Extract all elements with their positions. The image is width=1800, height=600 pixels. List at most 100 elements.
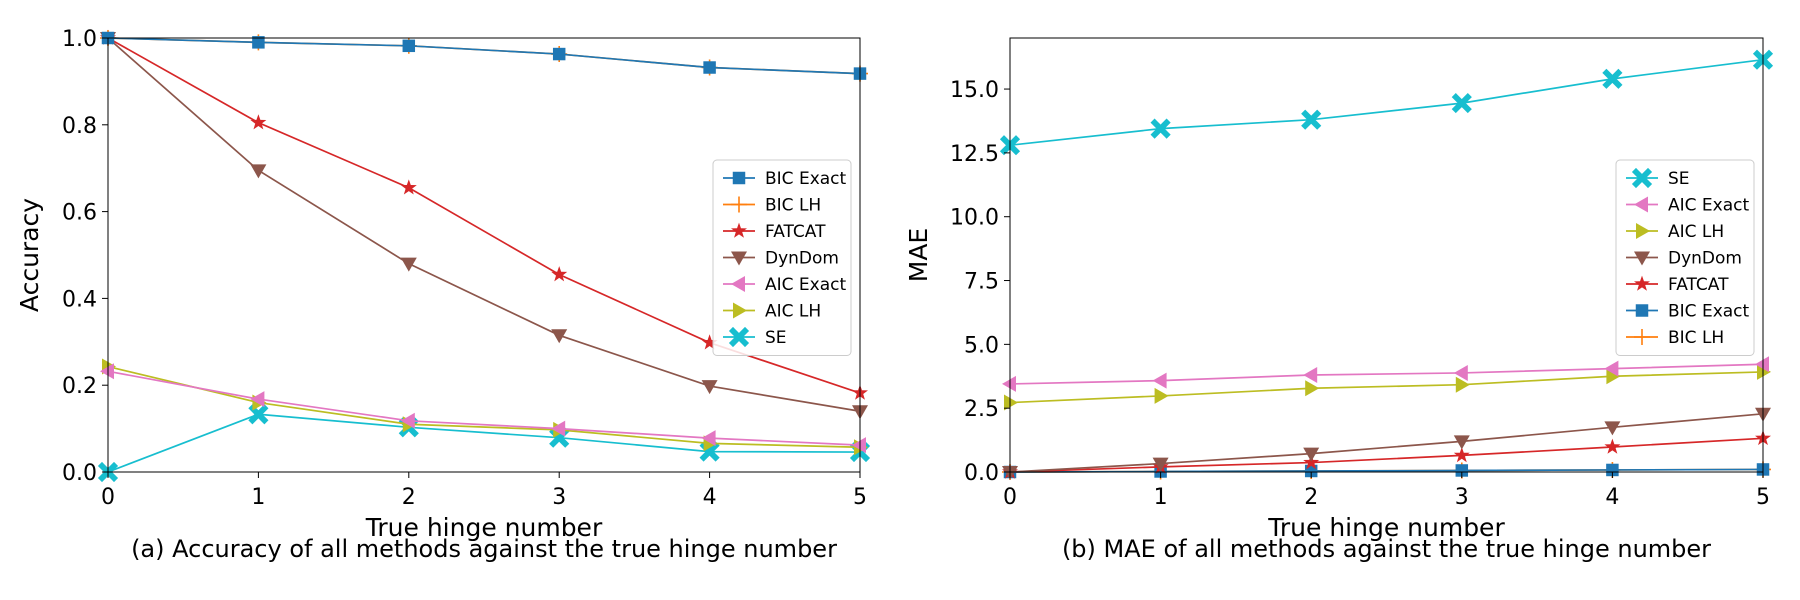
data-point-aic-exact <box>852 437 866 454</box>
legend-box <box>1615 159 1755 356</box>
y-tick-label: 15.0 <box>950 78 999 103</box>
legend-marker <box>1636 223 1650 239</box>
y-tick-label: 0.0 <box>62 461 97 486</box>
plot-area <box>999 49 1774 480</box>
series-line-bic-exact <box>107 37 861 75</box>
legend-label: DynDom <box>1668 249 1742 269</box>
data-point-se <box>1301 109 1322 130</box>
accuracy-chart: 0 1 2 3 4 5 0.0 0.2 0.4 0.6 0.8 1.0 True hinge numbe… <box>15 27 871 563</box>
series-line-dyndom <box>107 37 861 413</box>
data-point-aic-exact <box>1303 366 1318 383</box>
legend-label: FATCAT <box>765 222 826 242</box>
data-point-aic-exact <box>1755 356 1769 373</box>
data-point-aic-exact <box>1453 364 1468 381</box>
x-tick-label: 3 <box>552 485 566 510</box>
data-point-dyndom <box>400 257 417 272</box>
legend-entry-aic-lh: AIC LH <box>1626 222 1724 242</box>
y-tick-label: 5.0 <box>964 333 999 358</box>
series-line-fatcat <box>1009 437 1764 473</box>
legend-label: AIC Exact <box>765 275 846 295</box>
x-axis-label: True hinge number <box>1267 513 1505 542</box>
data-point-se <box>248 404 269 425</box>
legend-entry-bic-exact: BIC Exact <box>1626 302 1750 322</box>
chart-caption: (a) Accuracy of all methods against the … <box>131 535 837 563</box>
data-point-aic-exact <box>1152 372 1167 389</box>
data-point-bic-exact <box>552 47 566 61</box>
data-point-aic-exact <box>551 420 566 437</box>
series-line-aic-exact <box>107 370 861 446</box>
legend-entry-bic-exact: BIC Exact <box>723 169 847 189</box>
data-point-bic-exact <box>252 36 265 49</box>
y-axis-label: MAE <box>904 228 933 282</box>
legend-entry-fatcat: FATCAT <box>1626 275 1729 295</box>
data-point-bic-exact <box>1606 463 1619 477</box>
legend-marker <box>728 326 750 348</box>
legend-label: BIC LH <box>765 196 821 216</box>
legend-label: BIC Exact <box>1668 302 1750 322</box>
x-tick-label: 5 <box>853 485 867 510</box>
data-point-aic-lh <box>1606 368 1621 385</box>
data-point-aic-lh <box>1305 380 1320 397</box>
data-point-dyndom <box>1303 447 1320 462</box>
legend-label: FATCAT <box>1668 275 1729 295</box>
y-tick-label: 1.0 <box>62 27 97 52</box>
legend-entry-aic-exact: AIC Exact <box>1626 196 1749 216</box>
x-tick-label: 5 <box>1756 485 1770 510</box>
series-line-aic-lh <box>1009 371 1764 404</box>
legend-label: BIC Exact <box>765 169 847 189</box>
y-tick-label: 0.6 <box>62 201 97 226</box>
x-tick-label: 4 <box>703 485 717 510</box>
data-point-aic-exact <box>1002 375 1016 392</box>
y-axis-label: Accuracy <box>15 198 44 312</box>
data-point-bic-exact <box>1455 464 1469 477</box>
plot-frame <box>107 37 861 473</box>
data-point-aic-lh <box>1455 376 1470 393</box>
data-point-dyndom <box>701 380 718 395</box>
x-axis-label: True hinge number <box>365 513 603 542</box>
data-point-dyndom <box>551 329 568 344</box>
series-se <box>97 404 871 483</box>
data-point-fatcat <box>400 179 417 195</box>
y-tick-label: 2.5 <box>964 397 999 422</box>
legend: SE AIC Exact AIC LH DynDom FATCAT BIC Exact BI… <box>1615 159 1755 356</box>
data-point-dyndom <box>250 164 267 179</box>
data-point-dyndom <box>1152 457 1169 472</box>
data-point-aic-exact <box>1604 360 1619 377</box>
series-line-aic-lh <box>107 365 861 449</box>
data-point-fatcat <box>250 114 267 130</box>
data-point-fatcat <box>1604 438 1621 454</box>
data-point-dyndom <box>1453 435 1470 450</box>
legend-entry-aic-exact: AIC Exact <box>723 275 846 295</box>
data-point-aic-lh <box>1757 363 1771 380</box>
chart-caption: (b) MAE of all methods against the true … <box>1062 535 1711 563</box>
legend-entry-bic-lh: BIC LH <box>1626 328 1724 348</box>
legend-label: DynDom <box>765 249 839 269</box>
legend-marker <box>1634 196 1648 213</box>
legend: BIC Exact BIC LH FATCAT DynDom AIC Exact AIC … <box>712 159 852 356</box>
y-tick-label: 0.4 <box>62 287 97 312</box>
x-tick-label: 2 <box>1304 485 1318 510</box>
data-point-aic-exact <box>250 391 265 408</box>
series-aic-exact <box>1002 356 1769 392</box>
y-tick-label: 12.5 <box>950 142 999 167</box>
plot-frame <box>1009 37 1764 473</box>
legend-marker <box>733 302 747 319</box>
data-point-fatcat <box>1453 447 1470 463</box>
legend-entry-aic-lh: AIC LH <box>723 302 821 322</box>
legend-box <box>712 159 852 356</box>
legend-marker <box>731 196 747 213</box>
data-point-fatcat <box>1303 454 1320 470</box>
legend-marker <box>1631 167 1653 189</box>
x-tick-label: 0 <box>101 485 115 510</box>
series-se <box>999 49 1774 156</box>
data-point-se <box>1602 68 1623 89</box>
legend-marker <box>731 222 747 238</box>
legend-marker <box>1634 251 1650 266</box>
data-point-aic-exact <box>701 430 716 447</box>
x-tick-label: 4 <box>1605 485 1619 510</box>
x-tick-label: 0 <box>1003 485 1017 510</box>
data-point-dyndom <box>1604 421 1621 436</box>
y-tick-label: 0.0 <box>964 461 999 486</box>
data-point-bic-exact <box>402 39 416 53</box>
